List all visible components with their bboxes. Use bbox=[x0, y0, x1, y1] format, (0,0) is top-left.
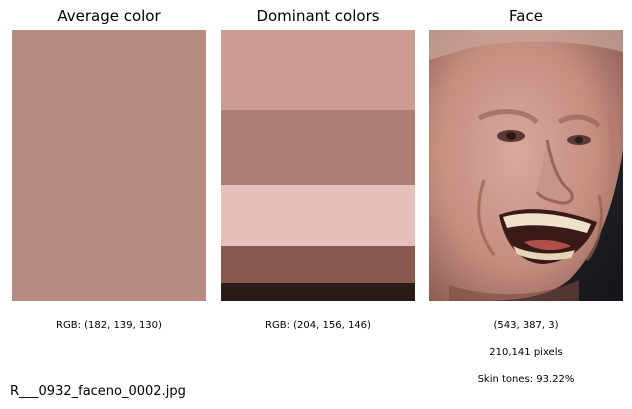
skin-tones-caption: Skin tones: 93.22% bbox=[477, 374, 575, 385]
face-title: Face bbox=[509, 7, 543, 25]
dominant-color-stripe bbox=[221, 30, 415, 110]
dominant-colors-swatch bbox=[221, 30, 415, 301]
dominant-colors-title: Dominant colors bbox=[256, 7, 380, 25]
face-shape-caption: (543, 387, 3) bbox=[493, 320, 559, 331]
image-filename: R___0932_faceno_0002.jpg bbox=[10, 384, 186, 399]
dominant-color-stripe bbox=[221, 185, 415, 246]
dominant-color-stripe bbox=[221, 246, 415, 283]
face-illustration bbox=[429, 30, 623, 301]
dominant-color-rgb-caption: RGB: (204, 156, 146) bbox=[265, 320, 371, 331]
average-color-title: Average color bbox=[57, 7, 161, 25]
average-color-rgb-caption: RGB: (182, 139, 130) bbox=[56, 320, 162, 331]
dominant-color-stripe bbox=[221, 283, 415, 301]
face-image bbox=[429, 30, 623, 301]
average-color-swatch bbox=[12, 30, 206, 301]
dominant-color-stripe bbox=[221, 110, 415, 185]
face-pixel-count-caption: 210,141 pixels bbox=[489, 347, 563, 358]
